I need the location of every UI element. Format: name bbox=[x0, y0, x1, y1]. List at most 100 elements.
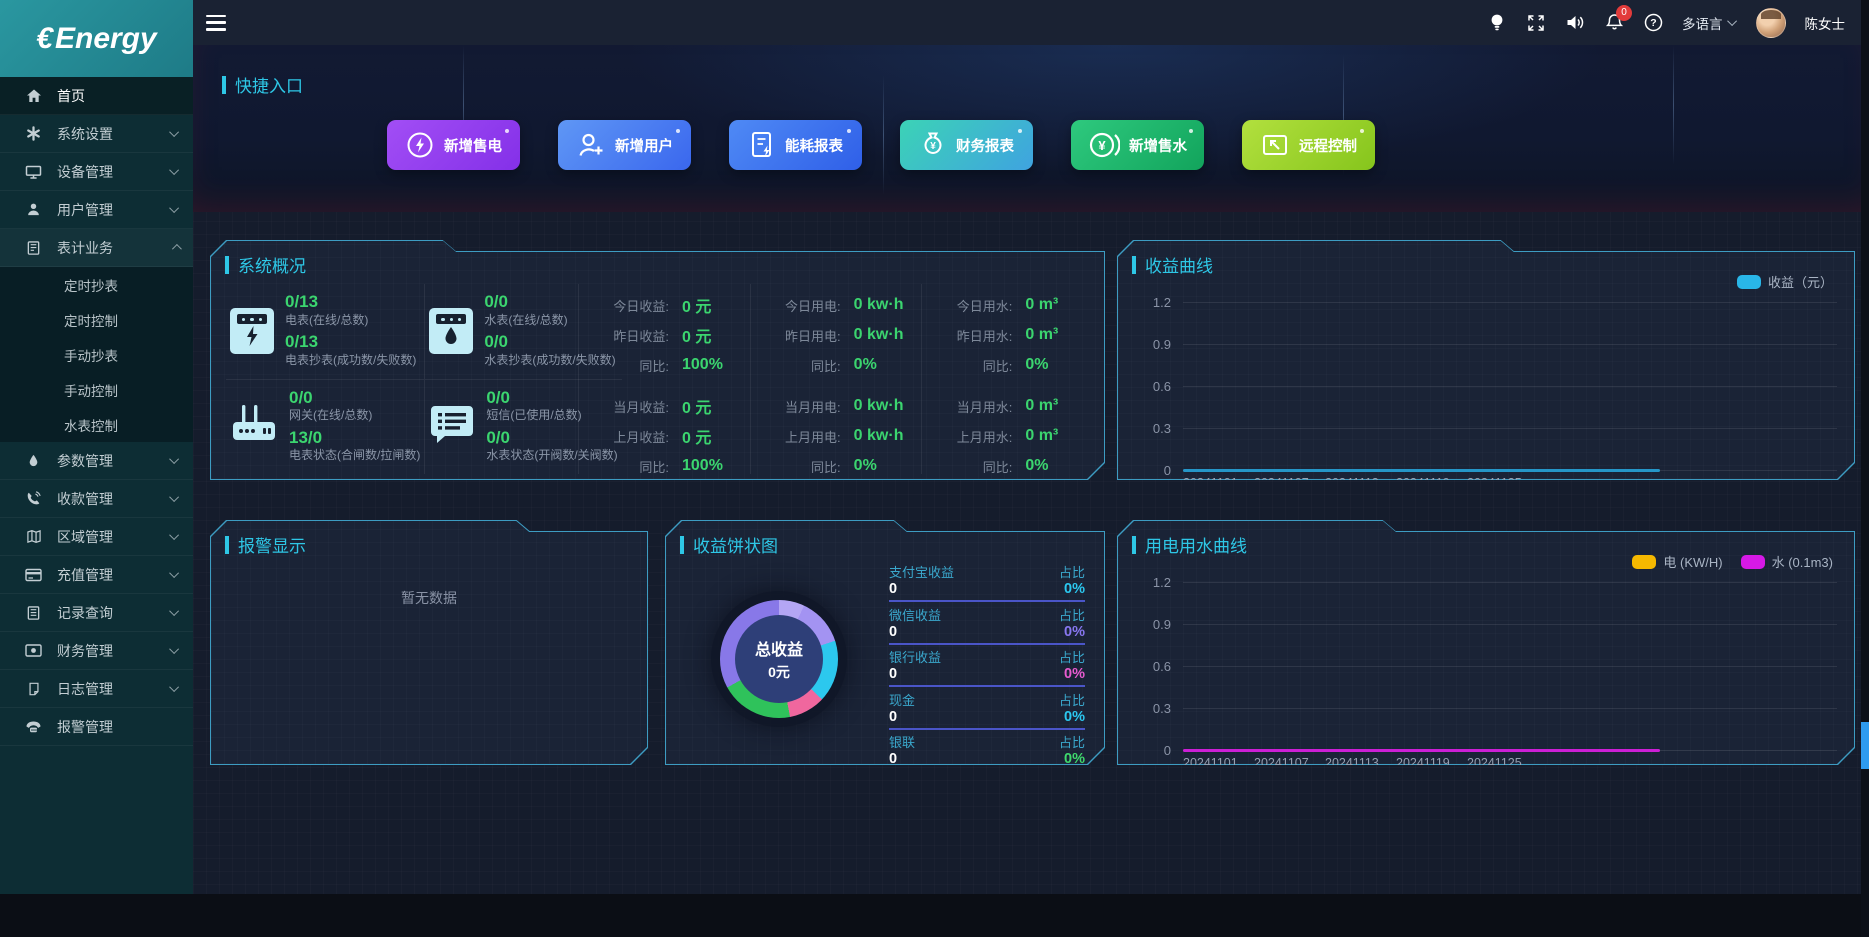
chevron-down-icon bbox=[169, 568, 180, 579]
scrollbar-thumb[interactable] bbox=[1861, 722, 1869, 769]
legend-swatch bbox=[1737, 275, 1761, 289]
notifications-bell-icon[interactable]: 0 bbox=[1604, 4, 1632, 33]
title-accent-bar bbox=[680, 536, 684, 554]
user-name[interactable]: 陈女士 bbox=[1804, 16, 1846, 32]
credit-card-icon bbox=[25, 566, 42, 583]
meter-business-submenu: 定时抄表 定时控制 手动抄表 手动控制 水表控制 bbox=[0, 267, 193, 442]
help-icon[interactable]: ? bbox=[1643, 13, 1663, 33]
legend-swatch bbox=[1741, 555, 1765, 569]
sidebar-item-label: 用户管理 bbox=[57, 201, 113, 218]
pie-row-value: 0 bbox=[889, 708, 898, 725]
water-drop-icon bbox=[25, 452, 42, 469]
legend-item-water[interactable]: 水 (0.1m3) bbox=[1741, 552, 1833, 571]
sidebar-item-area-management[interactable]: 区域管理 bbox=[0, 518, 193, 556]
decor-streak bbox=[463, 45, 464, 165]
revenue-chart-x-axis: 20241101 20241107 20241113 20241119 2024… bbox=[1183, 476, 1855, 490]
y-tick-label: 0.6 bbox=[1152, 378, 1171, 394]
pie-ratio-label: 占比 bbox=[1058, 692, 1085, 708]
chevron-down-icon bbox=[169, 530, 180, 541]
legend-item-electricity[interactable]: 电 (KW/H) bbox=[1632, 552, 1722, 571]
sidebar-item-recharge-management[interactable]: 充值管理 bbox=[0, 556, 193, 594]
vertical-scrollbar[interactable] bbox=[1861, 0, 1869, 937]
remote-control-button[interactable]: 远程控制 bbox=[1242, 120, 1375, 170]
sidebar-item-device-management[interactable]: 设备管理 bbox=[0, 153, 193, 191]
pie-row-unionpay: 银联 占比 0 0% bbox=[889, 732, 1085, 772]
chevron-down-icon bbox=[169, 203, 180, 214]
sidebar-item-alarm-management[interactable]: 报警管理 bbox=[0, 708, 193, 746]
lightning-circle-icon bbox=[407, 132, 433, 158]
sidebar-item-home[interactable]: 首页 bbox=[0, 77, 193, 115]
sidebar-item-system-settings[interactable]: 系统设置 bbox=[0, 115, 193, 153]
fullscreen-icon[interactable] bbox=[1526, 13, 1546, 33]
submenu-item-manual-reading[interactable]: 手动抄表 bbox=[0, 337, 193, 372]
language-selector[interactable]: 多语言 bbox=[1682, 13, 1737, 33]
sidebar-item-label: 收款管理 bbox=[57, 490, 113, 507]
pie-row-value: 0 bbox=[889, 666, 898, 682]
stat-label: 昨日用水: bbox=[956, 328, 1013, 344]
sidebar-item-payment-management[interactable]: 收款管理 bbox=[0, 480, 193, 518]
sidebar-item-user-management[interactable]: 用户管理 bbox=[0, 191, 193, 229]
legend-item-revenue[interactable]: 收益（元） bbox=[1737, 272, 1833, 291]
add-water-sale-button[interactable]: ¥ 新增售水 bbox=[1071, 120, 1204, 170]
theme-bulb-icon[interactable] bbox=[1487, 13, 1507, 33]
menu-toggle-icon[interactable] bbox=[206, 14, 226, 31]
decor-streak bbox=[883, 75, 884, 195]
yuan-coin-icon: ¥ bbox=[1089, 132, 1120, 158]
submenu-item-manual-control[interactable]: 手动控制 bbox=[0, 372, 193, 407]
sidebar-item-record-query[interactable]: 记录查询 bbox=[0, 594, 193, 632]
sidebar-item-parameter-management[interactable]: 参数管理 bbox=[0, 442, 193, 480]
sidebar-item-label: 系统设置 bbox=[57, 125, 113, 142]
pie-row-percent: 0% bbox=[1064, 666, 1085, 682]
system-overview-panel: 系统概况 0/13 电表(在线/总数) 0/13 电表抄表(成功数/失败数) bbox=[210, 240, 1105, 480]
section-title-text: 快捷入口 bbox=[235, 77, 303, 96]
water-meter-icon bbox=[429, 308, 473, 354]
submenu-label: 定时控制 bbox=[64, 313, 118, 329]
water-series-line bbox=[1183, 749, 1660, 752]
main-area: 0 ? 多语言 陈女士 快捷入口 新增售电 新增用 bbox=[193, 0, 1869, 937]
water-stats-column: 今日用水: 0 m³ 昨日用水: 0 m³ 同比: 0% 当月用水: 0 m³ 上月用水… bbox=[921, 284, 1093, 474]
section-title-text: 收益饼状图 bbox=[693, 537, 778, 556]
x-tick-label: 20241101 bbox=[1183, 756, 1238, 770]
pie-row-label: 现金 bbox=[889, 692, 916, 708]
revenue-chart-plot: 1.2 0.9 0.6 0.3 0 bbox=[1133, 302, 1837, 470]
sidebar-item-meter-business[interactable]: 表计业务 bbox=[0, 229, 193, 267]
y-tick-label: 0.9 bbox=[1152, 616, 1171, 632]
add-electricity-sale-button[interactable]: 新增售电 bbox=[387, 120, 520, 170]
add-user-icon bbox=[579, 133, 603, 156]
stat-value: 0 m³ bbox=[1025, 296, 1059, 313]
pie-row-percent: 0% bbox=[1064, 623, 1085, 640]
legend-swatch bbox=[1632, 555, 1656, 569]
stat-label: 同比: bbox=[639, 358, 669, 374]
notification-count-badge: 0 bbox=[1616, 4, 1632, 21]
pie-row-wechat: 微信收益 占比 0 0% bbox=[889, 605, 1085, 645]
sidebar-item-label: 充值管理 bbox=[57, 566, 113, 583]
stat-label: 上月收益: bbox=[613, 429, 669, 445]
title-accent-bar bbox=[225, 536, 229, 554]
chevron-down-icon bbox=[169, 644, 180, 655]
phone-volume-icon bbox=[25, 490, 42, 507]
sidebar-item-log-management[interactable]: 日志管理 bbox=[0, 670, 193, 708]
add-user-button[interactable]: 新增用户 bbox=[558, 120, 691, 170]
revenue-chart-title: 收益曲线 bbox=[1132, 252, 1213, 277]
metric-label: 电表状态(合闸数/拉闸数) bbox=[289, 448, 421, 462]
energy-report-button[interactable]: 能耗报表 bbox=[729, 120, 862, 170]
quick-button-label: 新增售电 bbox=[444, 138, 502, 155]
speaker-icon[interactable] bbox=[1565, 13, 1585, 33]
submenu-item-scheduled-control[interactable]: 定时控制 bbox=[0, 302, 193, 337]
usage-chart-panel: 用电用水曲线 电 (KW/H) 水 (0.1m3) 1.2 0.9 0.6 0.… bbox=[1117, 520, 1855, 765]
stat-value: 0 元 bbox=[682, 329, 712, 346]
metric-value: 0/13 bbox=[285, 292, 319, 312]
metric-value: 0/0 bbox=[484, 292, 508, 312]
money-bag-icon: ¥ bbox=[924, 132, 942, 155]
pie-center-label: 总收益 bbox=[754, 641, 803, 659]
y-tick-label: 0.3 bbox=[1152, 420, 1171, 436]
finance-report-button[interactable]: ¥ 财务报表 bbox=[900, 120, 1033, 170]
avatar[interactable] bbox=[1755, 7, 1786, 38]
y-tick-label: 0.3 bbox=[1152, 700, 1171, 716]
sidebar-item-finance-management[interactable]: 财务管理 bbox=[0, 632, 193, 670]
stat-label: 今日用电: bbox=[785, 298, 841, 314]
pie-row-percent: 0% bbox=[1064, 581, 1085, 597]
submenu-item-scheduled-reading[interactable]: 定时抄表 bbox=[0, 267, 193, 302]
submenu-item-water-meter-control[interactable]: 水表控制 bbox=[0, 407, 193, 442]
quick-button-label: 能耗报表 bbox=[785, 138, 843, 155]
